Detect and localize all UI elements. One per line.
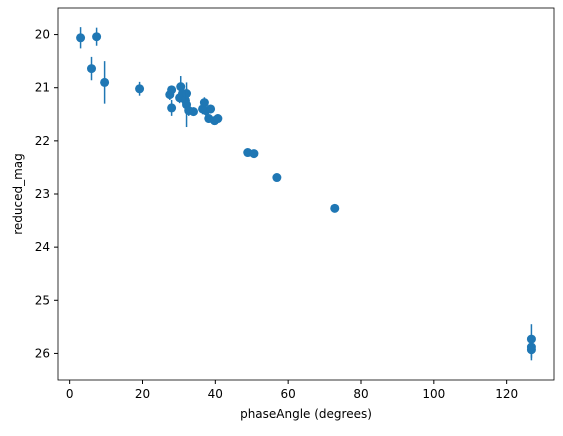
x-tick-label: 60 (281, 387, 296, 401)
y-tick-label: 22 (35, 134, 50, 148)
y-tick-label: 24 (35, 240, 50, 254)
point (526, 345, 536, 355)
point (272, 173, 282, 183)
y-tick-label: 20 (35, 28, 50, 42)
x-axis-label: phaseAngle (degrees) (240, 407, 372, 421)
y-tick-label: 25 (35, 293, 50, 307)
point (76, 33, 86, 43)
x-tick-label: 80 (353, 387, 368, 401)
plot-frame (57, 7, 555, 381)
point (87, 64, 97, 74)
point (92, 32, 102, 42)
point (249, 149, 259, 159)
x-tick-label: 100 (422, 387, 445, 401)
x-tick-label: 40 (208, 387, 223, 401)
x-tick-label: 120 (495, 387, 518, 401)
point (167, 85, 177, 95)
x-tick-label: 20 (135, 387, 150, 401)
point (330, 203, 340, 213)
point (167, 103, 177, 113)
point (213, 114, 223, 124)
point (206, 104, 216, 114)
y-tick-label: 21 (35, 81, 50, 95)
y-tick-label: 23 (35, 187, 50, 201)
point (188, 107, 198, 117)
y-tick-label: 26 (35, 346, 50, 360)
x-tick-label: 0 (66, 387, 74, 401)
point (135, 84, 145, 94)
point (199, 98, 209, 108)
point (100, 77, 110, 87)
y-axis-label: reduced_mag (11, 153, 25, 235)
